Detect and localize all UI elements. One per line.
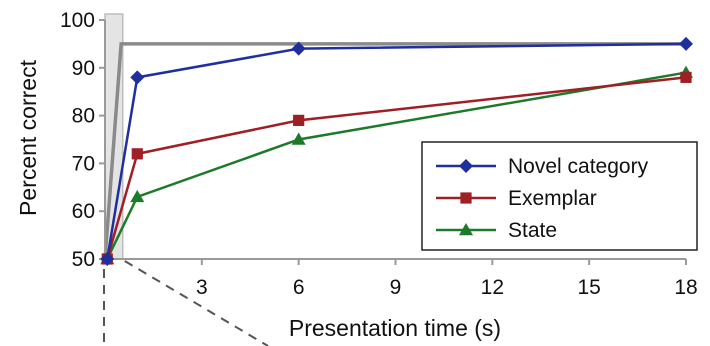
y-tick-label: 70 (72, 152, 95, 175)
legend-label: State (508, 219, 557, 242)
legend-item: State (436, 219, 557, 242)
legend-label: Novel category (508, 155, 649, 178)
y-tick-label: 90 (72, 57, 95, 80)
x-tick-label: 18 (674, 276, 697, 299)
legend: Novel category Exemplar State (421, 141, 698, 251)
data-point-square (131, 148, 143, 160)
data-point-triangle (291, 132, 306, 145)
y-tick-label: 50 (72, 248, 95, 271)
plot-area: 50 60 70 80 90 100 3 6 9 12 15 18 (60, 9, 698, 299)
data-point-triangle (459, 223, 473, 236)
data-point-triangle (130, 189, 145, 203)
data-point-square (293, 114, 305, 126)
zoom-connector-line (124, 260, 269, 346)
data-point-diamond (100, 252, 115, 266)
series-group (100, 36, 693, 266)
y-tick-label: 80 (72, 105, 95, 128)
series-line (106, 42, 687, 260)
data-point-diamond (459, 159, 473, 173)
legend-item: Exemplar (436, 187, 597, 210)
series-line (106, 71, 687, 260)
x-axis-ticks: 3 6 9 12 15 18 (196, 259, 698, 299)
x-tick-label: 15 (577, 276, 600, 299)
y-axis-title: Percent correct (15, 59, 41, 216)
y-tick-label: 60 (72, 200, 95, 223)
data-point-square (680, 71, 692, 83)
reference-line (103, 42, 686, 260)
data-point-diamond (291, 41, 306, 56)
data-point-diamond (130, 70, 145, 85)
legend-label: Exemplar (508, 187, 597, 210)
x-tick-label: 9 (390, 276, 402, 299)
data-point-diamond (679, 36, 693, 51)
x-tick-label: 3 (196, 276, 208, 299)
y-tick-label: 100 (60, 9, 95, 32)
series-novel-category (100, 36, 693, 266)
x-axis-title: Presentation time (s) (289, 315, 501, 341)
y-axis-ticks: 50 60 70 80 90 100 (60, 9, 105, 271)
series-line (106, 76, 687, 260)
x-tick-label: 12 (481, 276, 504, 299)
legend-item: Novel category (436, 155, 649, 178)
x-tick-label: 6 (293, 276, 305, 299)
data-point-square (460, 192, 472, 204)
